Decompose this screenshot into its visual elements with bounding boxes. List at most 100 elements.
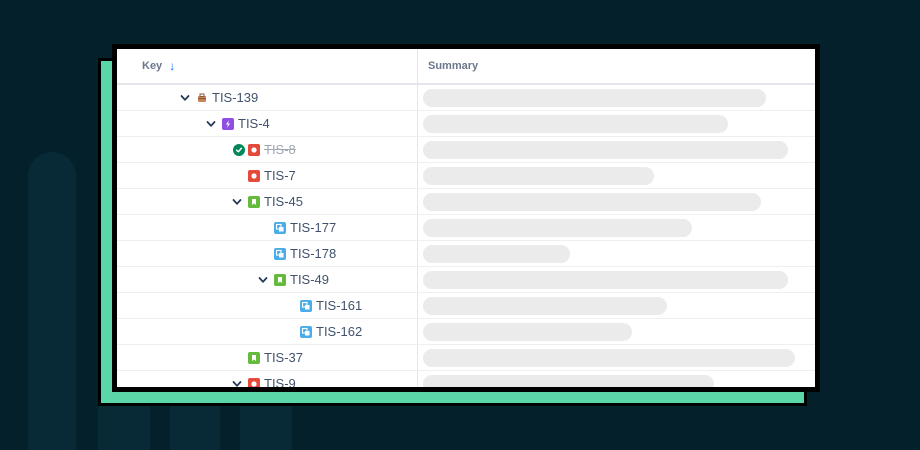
background-decoration — [98, 400, 150, 450]
table-row[interactable]: TIS-178 — [117, 241, 815, 267]
issue-key-link[interactable]: TIS-162 — [316, 324, 363, 339]
table-row[interactable]: TIS-9 — [117, 371, 815, 391]
issue-key-link[interactable]: TIS-161 — [316, 298, 363, 313]
summary-placeholder — [423, 297, 667, 315]
table-row[interactable]: TIS-8 — [117, 137, 815, 163]
subtask-icon — [274, 221, 286, 234]
issue-hierarchy-table: Key ↓ Summary TIS-139 TIS-4 TIS-8 TIS-7 TIS-… — [112, 44, 820, 392]
column-header-key[interactable]: Key ↓ — [117, 49, 418, 83]
issue-key-link[interactable]: TIS-178 — [290, 246, 337, 261]
key-cell: TIS-178 — [117, 241, 418, 266]
key-cell-content: TIS-161 — [300, 293, 362, 318]
key-cell-content: TIS-37 — [248, 345, 303, 370]
issue-key-link[interactable]: TIS-9 — [264, 376, 296, 391]
key-cell-content: TIS-8 — [233, 137, 296, 162]
table-row[interactable]: TIS-37 — [117, 345, 815, 371]
issue-key-link[interactable]: TIS-45 — [264, 194, 304, 209]
summary-placeholder — [423, 245, 570, 263]
key-cell-content: TIS-4 — [204, 111, 270, 136]
story-icon — [248, 351, 260, 364]
background-decoration — [170, 400, 220, 450]
summary-placeholder — [423, 375, 714, 387]
summary-placeholder — [423, 193, 761, 211]
issue-key-link[interactable]: TIS-177 — [290, 220, 337, 235]
bug-icon — [248, 377, 260, 387]
key-cell-content: TIS-9 — [230, 371, 296, 391]
table-row[interactable]: TIS-161 — [117, 293, 815, 319]
key-cell-content: TIS-162 — [300, 319, 362, 344]
key-cell: TIS-37 — [117, 345, 418, 370]
summary-cell — [418, 137, 815, 162]
summary-cell — [418, 111, 815, 136]
key-cell: TIS-4 — [117, 111, 418, 136]
summary-placeholder — [423, 115, 728, 133]
table-row[interactable]: TIS-4 — [117, 111, 815, 137]
issue-key-link[interactable]: TIS-7 — [264, 168, 296, 183]
table-row[interactable]: TIS-7 — [117, 163, 815, 189]
background-decoration — [28, 152, 76, 450]
issue-key-link[interactable]: TIS-4 — [238, 116, 270, 131]
sub-epic-icon — [222, 117, 234, 130]
bug-icon — [248, 169, 260, 182]
summary-placeholder — [423, 89, 766, 107]
key-cell: TIS-161 — [117, 293, 418, 318]
chevron-down-icon[interactable] — [178, 91, 192, 105]
subtask-icon — [274, 247, 286, 260]
issue-key-link[interactable]: TIS-139 — [212, 90, 259, 105]
summary-cell — [418, 189, 815, 214]
table-row[interactable]: TIS-139 — [117, 85, 815, 111]
chevron-down-icon[interactable] — [230, 195, 244, 209]
summary-cell — [418, 293, 815, 318]
column-header-summary[interactable]: Summary — [418, 49, 815, 83]
key-cell: TIS-139 — [117, 85, 418, 110]
table-row[interactable]: TIS-162 — [117, 319, 815, 345]
issue-key-link[interactable]: TIS-49 — [290, 272, 330, 287]
summary-placeholder — [423, 219, 692, 237]
table-row[interactable]: TIS-49 — [117, 267, 815, 293]
key-cell: TIS-177 — [117, 215, 418, 240]
summary-placeholder — [423, 271, 788, 289]
epic-icon — [196, 92, 208, 104]
table-row[interactable]: TIS-177 — [117, 215, 815, 241]
summary-cell — [418, 85, 815, 110]
summary-cell — [418, 319, 815, 344]
key-cell-content: TIS-139 — [178, 85, 258, 110]
summary-cell — [418, 163, 815, 188]
key-cell: TIS-162 — [117, 319, 418, 344]
sort-descending-icon[interactable]: ↓ — [169, 59, 176, 73]
story-icon — [274, 273, 286, 286]
column-header-summary-label: Summary — [428, 60, 479, 72]
chevron-down-icon[interactable] — [204, 117, 218, 131]
summary-cell — [418, 241, 815, 266]
summary-cell — [418, 345, 815, 370]
key-cell: TIS-8 — [117, 137, 418, 162]
column-header-key-label: Key — [142, 60, 163, 72]
chevron-down-icon[interactable] — [256, 273, 270, 287]
background-decoration — [240, 400, 292, 450]
key-cell-content: TIS-45 — [230, 189, 303, 214]
summary-placeholder — [423, 141, 788, 159]
key-cell: TIS-9 — [117, 371, 418, 391]
story-icon — [248, 195, 260, 208]
summary-cell — [418, 215, 815, 240]
summary-placeholder — [423, 167, 654, 185]
key-cell-content: TIS-178 — [274, 241, 336, 266]
key-cell-content: TIS-49 — [256, 267, 329, 292]
summary-placeholder — [423, 323, 632, 341]
bug-icon — [248, 143, 260, 156]
key-cell-content: TIS-7 — [248, 163, 296, 188]
done-check-icon — [233, 143, 245, 156]
issue-key-link[interactable]: TIS-8 — [264, 142, 296, 157]
key-cell: TIS-7 — [117, 163, 418, 188]
table-header: Key ↓ Summary — [117, 49, 815, 85]
key-cell: TIS-49 — [117, 267, 418, 292]
table-row[interactable]: TIS-45 — [117, 189, 815, 215]
summary-cell — [418, 371, 815, 387]
key-cell: TIS-45 — [117, 189, 418, 214]
issue-key-link[interactable]: TIS-37 — [264, 350, 304, 365]
table-body: TIS-139 TIS-4 TIS-8 TIS-7 TIS-45 TIS-177 TIS-1… — [117, 85, 815, 391]
subtask-icon — [300, 325, 312, 338]
chevron-down-icon[interactable] — [230, 377, 244, 388]
summary-cell — [418, 267, 815, 292]
summary-placeholder — [423, 349, 795, 367]
